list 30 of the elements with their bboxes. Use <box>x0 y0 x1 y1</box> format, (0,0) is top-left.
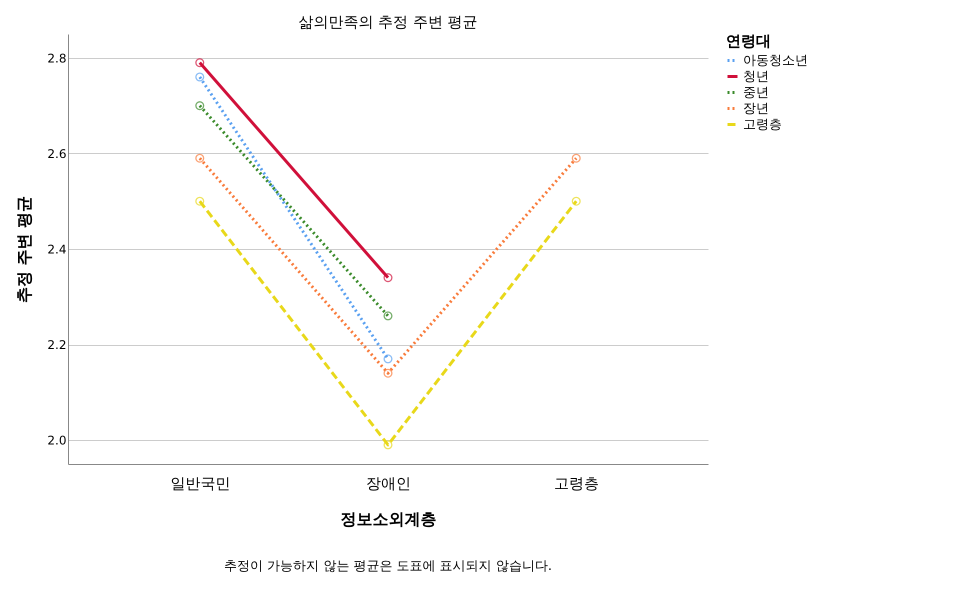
y-tick-label: 2.8 <box>47 51 66 66</box>
y-axis-title: 추정 주변 평균 <box>14 196 34 304</box>
chart-title: 삶의만족의 추정 주변 평균 <box>298 13 478 31</box>
point <box>383 440 393 450</box>
x-tick-label: 일반국민 <box>170 474 230 492</box>
legend-label: 아동청소년 <box>743 54 808 68</box>
point <box>195 154 204 163</box>
x-tick-label: 고령층 <box>554 474 600 492</box>
point <box>195 58 204 68</box>
point <box>383 273 393 282</box>
point <box>383 311 393 320</box>
x-axis-title: 정보소외계층 <box>340 510 436 528</box>
legend-label: 청년 <box>743 70 769 84</box>
legend-label: 고령층 <box>743 118 782 132</box>
point <box>195 101 204 110</box>
point <box>383 354 393 364</box>
point <box>572 154 581 163</box>
point <box>572 196 581 206</box>
x-tick-label: 장애인 <box>366 474 411 492</box>
legend-title: 연령대 <box>726 32 771 50</box>
y-tick-label: 2.4 <box>47 242 66 256</box>
legend-label: 중년 <box>743 86 769 100</box>
y-tick-label: 2.2 <box>47 338 66 352</box>
legend-label: 장년 <box>743 102 769 116</box>
y-tick-label: 2.0 <box>47 434 66 448</box>
point <box>383 368 393 378</box>
point <box>195 196 204 206</box>
y-tick-label: 2.6 <box>47 146 66 161</box>
point <box>195 72 204 82</box>
text: 추정이 가능하지 않는 평균은 도표에 표시되지 않습니다. <box>224 559 552 574</box>
